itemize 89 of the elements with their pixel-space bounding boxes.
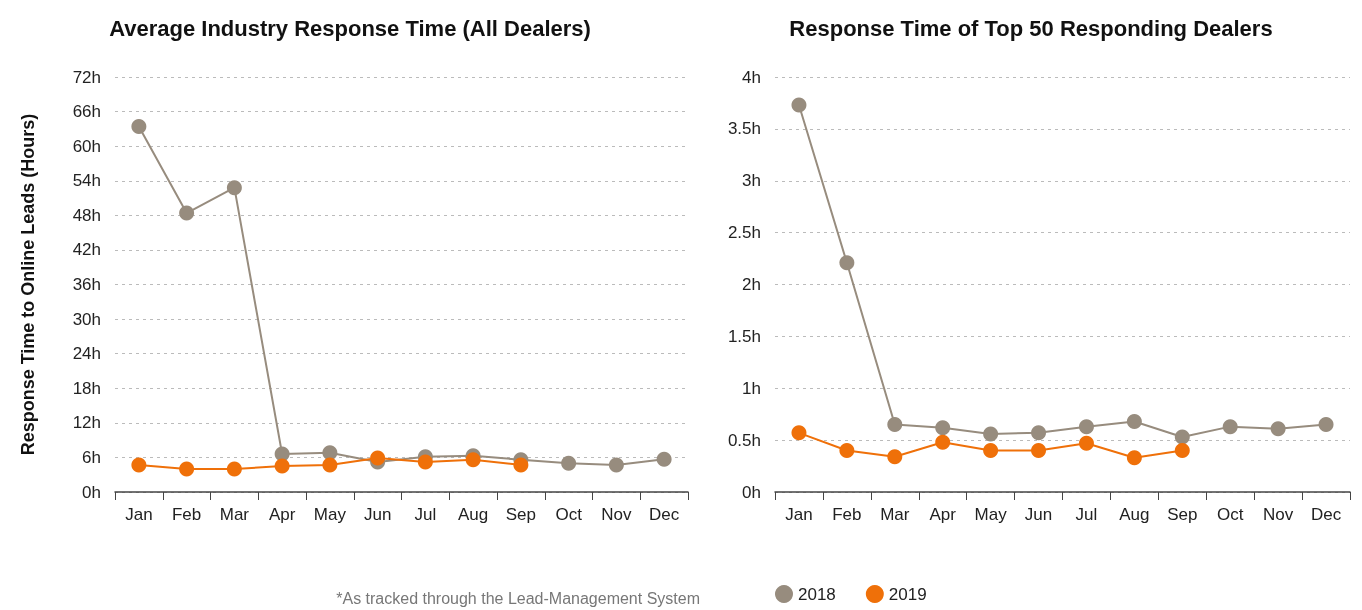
chart-title: Response Time of Top 50 Responding Dealers xyxy=(789,15,1273,41)
point xyxy=(887,417,903,433)
point xyxy=(608,457,624,473)
y-tick-label: 60h xyxy=(72,136,101,156)
point xyxy=(887,449,903,465)
x-tick-label: Nov xyxy=(1263,505,1294,524)
x-tick-label: Sep xyxy=(505,505,536,524)
point xyxy=(274,458,290,474)
y-tick-label: 1.5h xyxy=(727,326,761,346)
chart-title: Average Industry Response Time (All Dealers) xyxy=(109,15,591,41)
point xyxy=(1126,450,1142,466)
point xyxy=(935,434,951,450)
point xyxy=(1078,419,1094,435)
point xyxy=(839,255,855,271)
x-tick-label: Sep xyxy=(1167,505,1198,524)
point xyxy=(935,420,951,436)
point xyxy=(322,457,338,473)
legend-label: 2018 xyxy=(798,584,836,604)
x-tick-label: May xyxy=(313,505,347,524)
y-tick-label: 3h xyxy=(742,171,761,191)
point xyxy=(839,443,855,458)
x-tick-label: Feb xyxy=(832,505,862,524)
point xyxy=(131,457,147,473)
point xyxy=(179,205,195,221)
x-tick-label: Oct xyxy=(555,505,583,524)
y-tick-label: 18h xyxy=(72,378,101,398)
point xyxy=(1031,425,1047,441)
point xyxy=(1126,413,1142,429)
x-tick-label: Aug xyxy=(1119,505,1150,524)
x-tick-label: Dec xyxy=(649,505,680,524)
y-tick-label: 0h xyxy=(742,482,761,502)
point xyxy=(1174,429,1190,445)
x-tick-label: Mar xyxy=(880,505,910,524)
point xyxy=(1174,443,1190,458)
y-tick-label: 6h xyxy=(82,447,101,467)
point xyxy=(131,119,147,135)
point xyxy=(561,455,577,471)
point xyxy=(179,461,195,477)
y-tick-label: 36h xyxy=(72,275,101,294)
y-tick-label: 48h xyxy=(72,205,101,225)
point xyxy=(983,443,999,458)
legend-label: 2019 xyxy=(888,584,927,604)
x-tick-label: Jun xyxy=(363,505,392,524)
x-tick-label: May xyxy=(974,505,1008,524)
y-axis-title: Response Time to Online Leads (Hours) xyxy=(18,113,38,456)
point xyxy=(226,461,242,477)
x-tick-label: Dec xyxy=(1310,505,1342,524)
point xyxy=(370,450,386,466)
y-tick-label: 1h xyxy=(742,378,761,398)
point xyxy=(513,457,529,473)
point xyxy=(465,452,481,468)
y-tick-label: 42h xyxy=(72,240,101,260)
x-tick-label: Apr xyxy=(268,505,296,524)
y-tick-label: 4h xyxy=(742,67,761,87)
x-tick-label: Nov xyxy=(601,505,632,524)
point xyxy=(791,97,807,113)
y-tick-label: 0h xyxy=(82,482,101,502)
x-tick-label: Apr xyxy=(929,505,957,524)
text: *As tracked through the Lead-Management System xyxy=(336,589,701,607)
x-tick-label: Feb xyxy=(171,505,202,524)
x-tick-label: Mar xyxy=(219,505,250,524)
point xyxy=(1270,421,1286,437)
y-tick-label: 0.5h xyxy=(727,430,761,450)
y-tick-label: 12h xyxy=(72,413,101,433)
y-tick-label: 24h xyxy=(72,344,101,364)
y-tick-label: 2h xyxy=(742,275,761,294)
point xyxy=(417,454,433,470)
point xyxy=(791,425,807,441)
y-tick-label: 72h xyxy=(72,67,101,87)
y-tick-label: 66h xyxy=(72,102,101,122)
point xyxy=(983,426,999,442)
y-tick-label: 54h xyxy=(72,171,101,191)
point xyxy=(1031,443,1047,458)
point xyxy=(1078,435,1094,451)
point xyxy=(1318,417,1334,433)
point xyxy=(656,451,672,467)
x-tick-label: Aug xyxy=(458,505,489,524)
point xyxy=(226,180,242,196)
x-tick-label: Jan xyxy=(125,505,153,524)
x-tick-label: Jun xyxy=(1024,505,1053,524)
x-tick-label: Oct xyxy=(1216,505,1244,524)
x-tick-label: Jan xyxy=(785,505,813,524)
x-tick-label: Jul xyxy=(1075,505,1098,524)
x-tick-label: Jul xyxy=(414,505,437,524)
point xyxy=(322,445,338,461)
point xyxy=(1222,419,1238,435)
y-tick-label: 3.5h xyxy=(727,119,761,139)
y-tick-label: 30h xyxy=(72,309,101,329)
y-tick-label: 2.5h xyxy=(727,223,761,243)
